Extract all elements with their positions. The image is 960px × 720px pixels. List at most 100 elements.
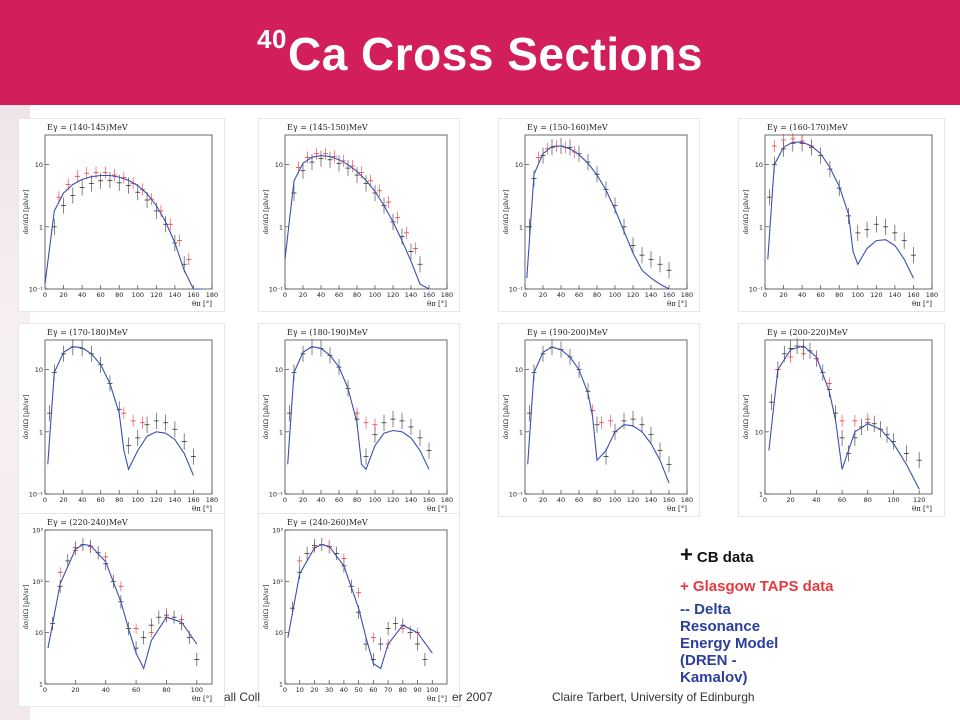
x-tick-label: 120 bbox=[913, 496, 925, 504]
x-tick-label: 0 bbox=[43, 496, 47, 504]
chart-title: Eγ = (200-220)MeV bbox=[767, 328, 848, 337]
x-tick-label: 0 bbox=[523, 496, 527, 504]
y-tick-label: 1 bbox=[759, 223, 763, 231]
cb-data-point bbox=[408, 418, 414, 436]
cb-data-point bbox=[336, 155, 342, 172]
cb-data-point bbox=[639, 416, 645, 433]
y-axis-label: dσ/dΩ [µb/sr] bbox=[262, 395, 270, 440]
x-tick-label: 0 bbox=[43, 686, 47, 694]
chart-panel-2: Eγ = (145-150)MeV dσ/dΩ [µb/sr] 10⁻¹ 1 10 0 20… bbox=[258, 118, 460, 312]
cb-data-point bbox=[666, 456, 672, 473]
cb-data-point bbox=[392, 616, 398, 631]
x-tick-label: 100 bbox=[369, 291, 381, 299]
y-tick-label: 10 bbox=[35, 366, 43, 374]
model-curve bbox=[44, 174, 203, 290]
cb-data-point bbox=[61, 197, 67, 214]
x-tick-label: 80 bbox=[593, 291, 601, 299]
x-tick-label: 180 bbox=[441, 291, 453, 299]
cb-data-point bbox=[630, 411, 636, 428]
chart-panel-7: Eγ = (190-200)MeV dσ/dΩ [µb/sr] 10⁻¹ 1 10 0 20… bbox=[498, 323, 700, 517]
plot-frame bbox=[524, 134, 688, 290]
plot-frame bbox=[764, 134, 933, 290]
taps-data-point bbox=[350, 160, 355, 173]
y-tick-label: 1 bbox=[279, 681, 283, 689]
chart-title: Eγ = (170-180)MeV bbox=[47, 328, 128, 337]
x-tick-label: 100 bbox=[852, 291, 864, 299]
taps-data-point bbox=[177, 234, 183, 247]
cb-data-point bbox=[417, 429, 423, 446]
x-axis-label: θπ [°] bbox=[427, 505, 447, 513]
title-bar: 40Ca Cross Sections bbox=[0, 0, 960, 105]
x-tick-label: 100 bbox=[609, 291, 621, 299]
taps-data-point bbox=[395, 211, 400, 224]
x-tick-label: 70 bbox=[384, 686, 392, 694]
taps-data-point bbox=[133, 623, 139, 634]
x-tick-label: 80 bbox=[399, 686, 407, 694]
cb-data-point bbox=[345, 160, 351, 177]
taps-data-point bbox=[413, 242, 418, 255]
taps-data-point bbox=[130, 414, 136, 427]
y-tick-label: 10⁻¹ bbox=[29, 491, 44, 499]
legend: + CB data + Glasgow TAPS data -- Delta Re… bbox=[680, 542, 890, 686]
x-tick-label: 60 bbox=[838, 496, 846, 504]
cb-data-point bbox=[426, 442, 432, 459]
y-axis-label: dσ/dΩ [µb/sr] bbox=[742, 395, 750, 440]
taps-data-point bbox=[799, 135, 805, 148]
x-tick-label: 120 bbox=[387, 496, 399, 504]
x-tick-label: 20 bbox=[71, 686, 79, 694]
cb-data-point bbox=[141, 630, 147, 645]
cb-data-point bbox=[107, 172, 113, 189]
x-tick-label: 160 bbox=[423, 291, 435, 299]
x-tick-label: 80 bbox=[593, 496, 601, 504]
model-curve bbox=[768, 345, 920, 490]
title-superscript: 40 bbox=[257, 24, 287, 54]
cb-data-point bbox=[648, 426, 654, 443]
chart-panel-3: Eγ = (150-160)MeV dσ/dΩ [µb/sr] 10⁻¹ 1 10 0 20… bbox=[498, 118, 700, 312]
y-tick-label: 10 bbox=[755, 161, 763, 169]
model-curve bbox=[526, 145, 670, 290]
cb-data-point bbox=[171, 610, 177, 624]
taps-data-point bbox=[826, 377, 832, 390]
chart-panel-10: Eγ = (240-260)MeV dσ/dΩ [µb/sr] 1 10 10² 10³ 0… bbox=[258, 513, 460, 707]
taps-data-point bbox=[536, 151, 541, 164]
taps-data-point bbox=[102, 166, 108, 179]
cb-data-point bbox=[399, 412, 405, 429]
taps-data-point bbox=[368, 174, 373, 187]
page-title: 40Ca Cross Sections bbox=[0, 24, 960, 81]
taps-data-point bbox=[84, 167, 90, 180]
plot-frame bbox=[44, 134, 213, 290]
cb-data-point bbox=[820, 364, 826, 381]
x-tick-label: 40 bbox=[78, 496, 86, 504]
x-tick-label: 140 bbox=[405, 496, 417, 504]
x-tick-label: 60 bbox=[575, 496, 583, 504]
cb-data-point bbox=[378, 637, 384, 651]
x-tick-label: 160 bbox=[187, 496, 199, 504]
x-tick-label: 180 bbox=[926, 291, 938, 299]
cb-data-point bbox=[408, 243, 414, 260]
x-axis-label: θπ [°] bbox=[427, 300, 447, 308]
chart-title: Eγ = (160-170)MeV bbox=[767, 123, 848, 132]
legend-model: -- Delta Resonance Energy Model (DREN - … bbox=[680, 601, 779, 686]
cb-data-point bbox=[594, 416, 600, 433]
y-tick-label: 10⁻¹ bbox=[509, 286, 524, 294]
cb-data-point bbox=[297, 565, 303, 579]
cb-data-point bbox=[318, 150, 324, 167]
x-tick-label: 120 bbox=[150, 496, 162, 504]
x-tick-label: 100 bbox=[191, 686, 203, 694]
y-tick-label: 10³ bbox=[32, 527, 43, 535]
taps-data-point bbox=[386, 196, 391, 209]
cb-data-point bbox=[855, 224, 861, 241]
x-tick-label: 80 bbox=[353, 496, 361, 504]
x-axis-label: θπ [°] bbox=[912, 505, 932, 513]
taps-data-point bbox=[121, 407, 127, 420]
cb-data-point bbox=[873, 216, 879, 233]
cb-data-point bbox=[327, 151, 333, 168]
taps-data-point bbox=[167, 218, 173, 231]
taps-data-point bbox=[377, 184, 382, 197]
taps-data-point bbox=[404, 226, 409, 239]
x-tick-label: 60 bbox=[335, 291, 343, 299]
taps-data-point bbox=[74, 170, 80, 183]
y-tick-label: 10 bbox=[275, 161, 283, 169]
